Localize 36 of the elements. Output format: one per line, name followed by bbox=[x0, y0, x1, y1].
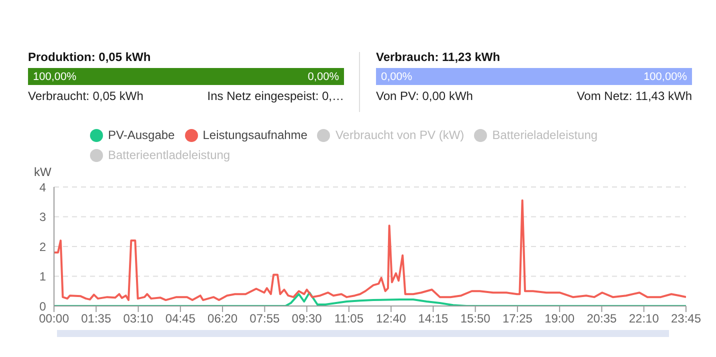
text: Verbraucht: 0,05 kWh bbox=[28, 89, 144, 103]
x-tick-label: 09:30 bbox=[292, 312, 322, 326]
x-tick-label: 07:55 bbox=[250, 312, 280, 326]
x-tick-label: 20:35 bbox=[586, 312, 618, 326]
x-tick-label: 11:05 bbox=[334, 312, 364, 326]
line-series bbox=[54, 199, 686, 302]
legend-label: PV-Ausgabe bbox=[108, 128, 175, 142]
x-tick-label: 01:35 bbox=[81, 312, 112, 326]
x-tick-label: 15:50 bbox=[460, 312, 491, 326]
x-tick-label: 19:00 bbox=[544, 312, 575, 326]
x-tick-label: 17:25 bbox=[502, 312, 533, 326]
y-tick-label: 4 bbox=[39, 180, 46, 194]
x-tick-label: 22:10 bbox=[628, 312, 660, 326]
x-tick-label: 23:45 bbox=[670, 312, 702, 326]
x-tick-label: 04:45 bbox=[165, 312, 196, 326]
text: Verbrauch: 11,23 kWh bbox=[376, 50, 500, 64]
x-tick-label: 03:10 bbox=[123, 312, 154, 326]
x-tick-label: 00:00 bbox=[38, 312, 70, 326]
y-axis-title: kW bbox=[34, 165, 52, 179]
legend-label: Leistungsaufnahme bbox=[202, 128, 308, 142]
y-tick-label: 3 bbox=[39, 210, 46, 224]
text: Produktion: 0,05 kWh bbox=[28, 50, 151, 64]
text: Vom Netz: 11,43 kWh bbox=[576, 89, 692, 103]
text: Ins Netz eingespeist: 0,… bbox=[207, 89, 344, 103]
y-tick-label: 1 bbox=[39, 270, 46, 284]
x-tick-label: 06:20 bbox=[208, 312, 238, 326]
legend-label: Verbraucht von PV (kW) bbox=[335, 128, 464, 142]
legend-label: Batterieladeleistung bbox=[492, 128, 598, 142]
progress-bar: 0,00% 100,00% bbox=[376, 68, 692, 85]
y-tick-label: 2 bbox=[39, 240, 46, 254]
legend-label: Batterieentladeleistung bbox=[108, 148, 230, 162]
y-tick-label: 0 bbox=[39, 299, 46, 314]
x-tick-label: 12:40 bbox=[376, 312, 406, 326]
progress-bar: 100,00% 0,00% bbox=[28, 68, 344, 85]
text: Von PV: 0,00 kWh bbox=[376, 89, 473, 103]
x-tick-label: 14:15 bbox=[418, 312, 449, 326]
